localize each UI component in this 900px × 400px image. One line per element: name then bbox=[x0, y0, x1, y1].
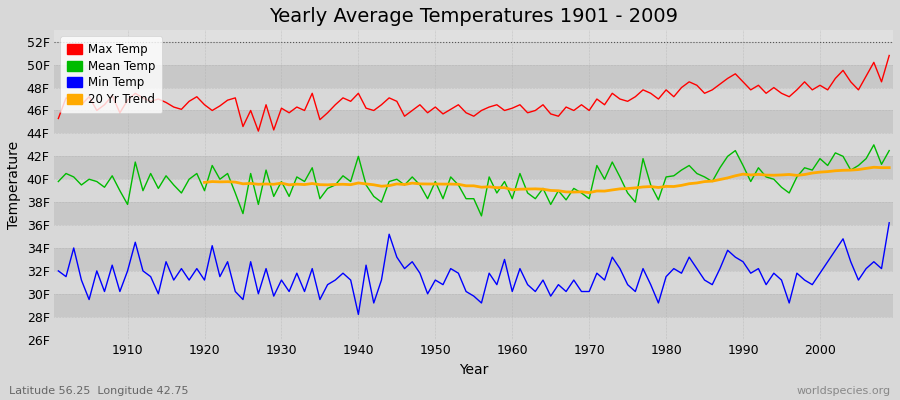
Bar bbox=[55, 202, 893, 225]
Bar bbox=[55, 248, 893, 271]
Bar bbox=[55, 156, 893, 179]
Bar bbox=[55, 225, 893, 248]
Title: Yearly Average Temperatures 1901 - 2009: Yearly Average Temperatures 1901 - 2009 bbox=[269, 7, 679, 26]
Text: Latitude 56.25  Longitude 42.75: Latitude 56.25 Longitude 42.75 bbox=[9, 386, 188, 396]
Bar bbox=[55, 317, 893, 340]
Text: worldspecies.org: worldspecies.org bbox=[796, 386, 891, 396]
Bar bbox=[55, 133, 893, 156]
Y-axis label: Temperature: Temperature bbox=[7, 141, 21, 229]
X-axis label: Year: Year bbox=[459, 363, 489, 377]
Bar bbox=[55, 294, 893, 317]
Bar bbox=[55, 271, 893, 294]
Bar bbox=[55, 110, 893, 133]
Bar bbox=[55, 179, 893, 202]
Legend: Max Temp, Mean Temp, Min Temp, 20 Yr Trend: Max Temp, Mean Temp, Min Temp, 20 Yr Tre… bbox=[60, 36, 162, 113]
Bar bbox=[55, 42, 893, 65]
Bar bbox=[55, 65, 893, 88]
Bar bbox=[55, 88, 893, 110]
